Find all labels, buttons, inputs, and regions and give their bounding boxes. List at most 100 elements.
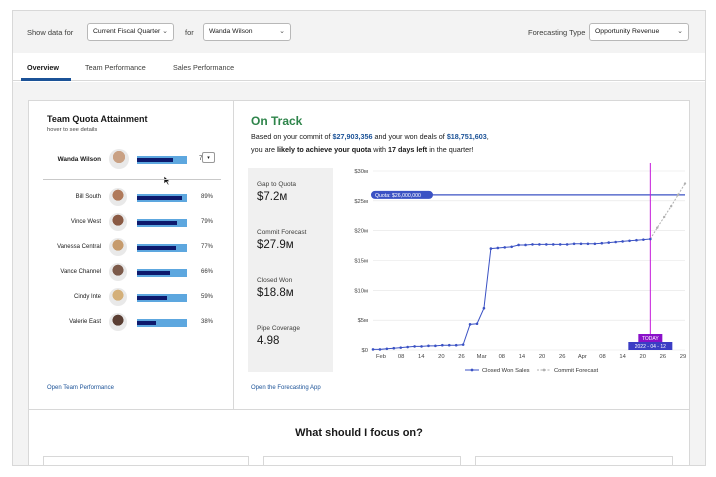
team-quota-subtitle: hover to see details — [47, 127, 98, 133]
closed-won-point — [538, 243, 541, 246]
quota-row-main[interactable]: Wanda Wilson 7 — [29, 149, 233, 171]
closed-won-point — [441, 343, 444, 347]
quota-percent: 77% — [201, 244, 214, 250]
user-select[interactable]: Wanda Wilson ⌄ — [203, 23, 291, 41]
avatar — [109, 263, 127, 281]
quota-row[interactable]: Vance Channel 66% — [29, 262, 233, 284]
quota-row[interactable]: Bill South 89% — [29, 187, 233, 209]
quota-bar — [137, 194, 187, 202]
quota-percent: 7 — [199, 156, 203, 162]
metric-gap-to-quota: Gap to Quota $7.2м — [257, 181, 296, 203]
closed-won-point — [427, 344, 430, 348]
rep-name: Valerie East — [69, 319, 101, 325]
filter-bar: Show data for Current Fiscal Quarter ⌄ f… — [13, 11, 705, 53]
quota-row[interactable]: Vanessa Central 77% — [29, 237, 233, 259]
commit-forecast-point — [669, 205, 673, 208]
closed-won-line — [373, 238, 651, 350]
column-divider — [233, 101, 234, 409]
x-tick-label: 08 — [499, 354, 505, 360]
commit-forecast-point — [683, 182, 687, 185]
open-team-performance-link[interactable]: Open Team Performance — [47, 385, 114, 391]
y-tick-label: $25м — [354, 199, 368, 205]
chevron-down-icon: ⌄ — [162, 28, 168, 35]
x-tick-label: 26 — [458, 354, 464, 360]
x-tick-label: 20 — [640, 354, 646, 360]
quota-bar — [137, 219, 187, 227]
avatar — [109, 188, 127, 206]
for-label: for — [185, 28, 194, 37]
quota-bar — [137, 269, 187, 277]
quota-row[interactable]: Cindy Inte 59% — [29, 287, 233, 309]
chevron-down-icon: ⌄ — [677, 28, 683, 35]
metric-pipe-coverage: Pipe Coverage 4.98 — [257, 325, 300, 347]
show-data-for-label: Show data for — [27, 28, 74, 37]
closed-won-point — [628, 239, 631, 243]
focus-card[interactable] — [475, 456, 673, 465]
rep-name: Vanessa Central — [57, 244, 101, 250]
quota-percent: 89% — [201, 194, 214, 200]
closed-won-point — [413, 345, 416, 348]
period-select[interactable]: Current Fiscal Quarter ⌄ — [87, 23, 174, 41]
closed-won-point — [420, 345, 423, 348]
summary-text: in the quarter! — [427, 145, 474, 154]
closed-won-point — [579, 242, 583, 246]
focus-card[interactable] — [43, 456, 249, 465]
metric-value: $7.2м — [257, 191, 288, 203]
tab-bar: Overview Team Performance Sales Performa… — [13, 53, 705, 81]
legend-label-closed-won: Closed Won Sales — [482, 368, 530, 374]
forecasting-type-value: Opportunity Revenue — [595, 28, 660, 35]
rep-dropdown-button[interactable]: ▾ — [202, 152, 215, 163]
user-select-value: Wanda Wilson — [209, 28, 253, 35]
rep-name: Cindy Inte — [73, 294, 101, 300]
closed-won-point — [558, 243, 562, 246]
today-label: TODAY — [642, 336, 659, 342]
summary-text: , — [486, 132, 489, 141]
legend-label-commit-forecast: Commit Forecast — [554, 368, 599, 374]
quota-row[interactable]: Valerie East 38% — [29, 312, 233, 334]
won-amount: $18,751,603 — [446, 132, 487, 141]
y-tick-label: $30м — [354, 169, 368, 175]
overview-card: Team Quota Attainment hover to see detai… — [28, 100, 690, 465]
quota-label: Quota: $26,000,000 — [375, 193, 421, 199]
y-tick-label: $20м — [354, 229, 368, 235]
commit-forecast-point — [656, 226, 659, 229]
tab-sales-performance[interactable]: Sales Performance — [173, 63, 235, 72]
closed-won-point — [586, 242, 590, 246]
x-tick-label: 14 — [418, 354, 425, 360]
metric-label: Gap to Quota — [257, 181, 297, 188]
commit-forecast-line — [649, 183, 686, 240]
closed-won-point — [454, 343, 458, 347]
quota-bar-fill — [137, 246, 176, 250]
summary-text: Based on your commit of — [251, 132, 333, 141]
tab-team-performance[interactable]: Team Performance — [85, 63, 146, 72]
closed-won-point — [572, 242, 576, 246]
forecasting-type-select[interactable]: Opportunity Revenue ⌄ — [589, 23, 689, 41]
x-tick-label: Mar — [477, 354, 487, 360]
days-left: 17 days left — [388, 145, 428, 154]
quota-row[interactable]: Vince West 79% — [29, 212, 233, 234]
quota-percent: 66% — [201, 269, 214, 275]
focus-card[interactable] — [263, 456, 461, 465]
closed-won-point — [447, 343, 451, 347]
avatar — [109, 213, 127, 231]
mouse-cursor-icon — [163, 175, 171, 186]
tab-overview[interactable]: Overview — [27, 63, 59, 72]
legend-marker-closed-won — [470, 368, 474, 372]
closed-won-point — [496, 246, 500, 250]
closed-won-point — [517, 243, 520, 247]
closed-won-point — [642, 238, 645, 241]
status-heading: On Track — [251, 114, 303, 128]
closed-won-point — [503, 246, 507, 249]
closed-won-point — [600, 241, 604, 245]
team-quota-title: Team Quota Attainment — [47, 114, 148, 124]
closed-won-point — [434, 344, 437, 348]
closed-won-point — [468, 323, 472, 326]
open-forecasting-app-link[interactable]: Open the Forecasting App — [251, 385, 321, 391]
quota-percent: 38% — [201, 319, 214, 325]
quota-bar-fill — [137, 196, 182, 200]
closed-won-point — [593, 242, 597, 246]
closed-won-point — [475, 322, 479, 326]
closed-won-point — [399, 346, 403, 349]
forecasting-type-label: Forecasting Type — [528, 28, 586, 37]
quota-bar-fill — [137, 271, 170, 275]
